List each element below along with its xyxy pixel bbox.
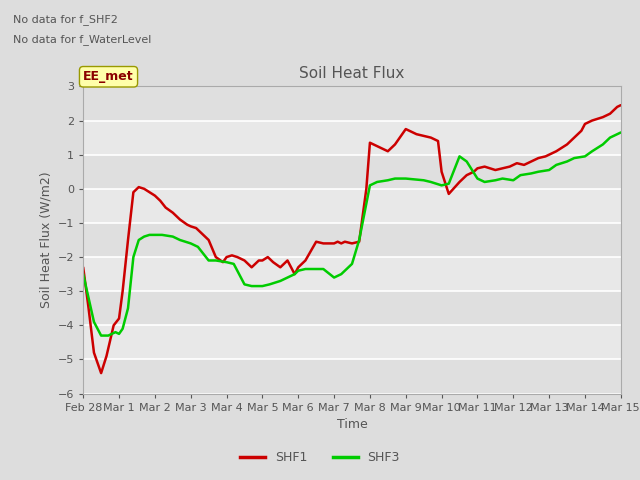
Title: Soil Heat Flux: Soil Heat Flux	[300, 66, 404, 81]
Bar	[83, 360, 621, 394]
SHF3	[79, 271, 87, 277]
Bar	[83, 291, 621, 325]
SHF3	[563, 158, 571, 164]
SHF3	[373, 179, 381, 185]
SHF3	[187, 240, 195, 246]
SHF1	[284, 258, 291, 264]
Text: No data for f_SHF2: No data for f_SHF2	[13, 14, 118, 25]
Bar	[83, 223, 621, 257]
SHF3	[97, 333, 105, 338]
Text: EE_met: EE_met	[83, 70, 134, 83]
Y-axis label: Soil Heat Flux (W/m2): Soil Heat Flux (W/m2)	[39, 172, 52, 308]
Text: No data for f_WaterLevel: No data for f_WaterLevel	[13, 34, 151, 45]
Line: SHF1: SHF1	[83, 105, 621, 373]
SHF3	[617, 130, 625, 135]
SHF3	[176, 237, 184, 243]
SHF1	[617, 102, 625, 108]
SHF1	[135, 184, 143, 190]
SHF1	[79, 264, 87, 270]
SHF1	[341, 239, 349, 245]
X-axis label: Time: Time	[337, 418, 367, 431]
SHF3	[366, 182, 374, 188]
SHF1	[187, 224, 195, 229]
SHF1	[97, 370, 105, 376]
Legend: SHF1, SHF3: SHF1, SHF3	[235, 446, 405, 469]
Bar	[83, 86, 621, 120]
SHF1	[146, 189, 154, 195]
Bar	[83, 155, 621, 189]
SHF1	[552, 148, 560, 154]
SHF3	[284, 275, 291, 280]
Line: SHF3: SHF3	[83, 132, 621, 336]
